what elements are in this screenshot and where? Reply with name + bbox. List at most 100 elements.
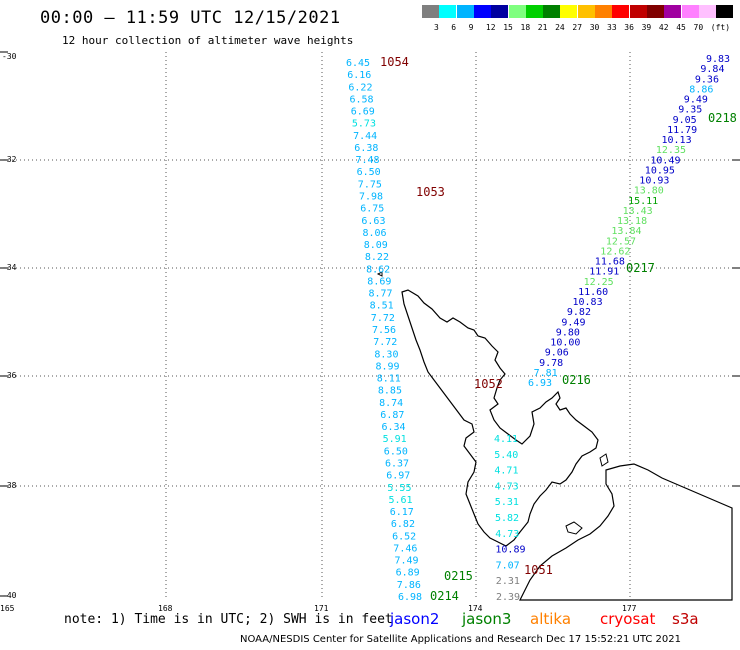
scale-swatch — [595, 5, 612, 18]
note-text: note: 1) Time is in UTC; 2) SWH is in fe… — [64, 612, 393, 627]
lat-label: -30 — [2, 52, 17, 61]
track-value: 5.40 — [494, 450, 518, 461]
scale-swatch — [525, 5, 543, 18]
track-value: 6.58 — [350, 94, 374, 105]
track-value: 12.62 — [600, 246, 630, 257]
pass-label: 1053 — [416, 185, 445, 199]
track-value: 8.77 — [369, 289, 393, 300]
track-value: 10.00 — [550, 338, 580, 349]
coastline — [401, 289, 599, 547]
scale-label: 24 — [555, 23, 565, 32]
track-value: 9.80 — [556, 327, 580, 338]
track-value: 15.11 — [628, 196, 658, 207]
track-value: 10.89 — [495, 545, 525, 556]
lat-grid — [8, 159, 732, 487]
scale-swatch — [646, 5, 664, 18]
legend-cryosat: cryosat — [600, 610, 656, 628]
pass-label: 1054 — [380, 55, 409, 69]
track-value: 11.60 — [578, 287, 608, 298]
track-value: 6.37 — [385, 459, 409, 470]
track-value: 8.62 — [366, 264, 390, 275]
track-value: 2.39 — [496, 592, 520, 603]
track-value: 7.46 — [393, 544, 417, 555]
scale-label: 70 — [693, 23, 704, 32]
track-value: 9.83 — [706, 54, 730, 65]
track-value: 7.07 — [496, 560, 520, 571]
scale-swatch — [491, 5, 509, 18]
legend-jason2: jason2 — [390, 610, 440, 628]
track-value: 7.81 — [534, 368, 558, 379]
scale-label: 36 — [624, 23, 634, 32]
scale-label: 6 — [451, 23, 457, 32]
scale-swatch — [716, 5, 734, 18]
scale-label: 33 — [607, 23, 617, 32]
scale-swatch — [508, 5, 526, 18]
page-title: 00:00 – 11:59 UTC 12/15/2021 — [40, 8, 341, 28]
track-value: 8.85 — [378, 386, 402, 397]
lon-label: 174 — [468, 604, 483, 613]
scale-swatch — [664, 5, 682, 18]
track-value: 10.49 — [650, 155, 680, 166]
footer-credit: NOAA/NESDIS Center for Satellite Applica… — [240, 634, 682, 645]
lon-label: 177 — [622, 604, 637, 613]
track-value: 10.93 — [639, 176, 669, 187]
lat-label: -38 — [2, 481, 17, 490]
track-value: 6.34 — [382, 422, 406, 433]
track-value: 5.55 — [387, 483, 411, 494]
track-value: 6.63 — [361, 216, 385, 227]
track-value: 13.43 — [623, 206, 653, 217]
track-value: 5.73 — [352, 119, 376, 130]
track-west: 6.456.166.226.586.695.737.446.387.486.50… — [346, 58, 422, 603]
track-value: 6.87 — [380, 410, 404, 421]
track-value: 6.93 — [528, 378, 552, 389]
scale-label: 3 — [434, 23, 439, 32]
pass-label: 0215 — [444, 569, 473, 583]
lat-label: -32 — [2, 155, 17, 164]
track-value: 8.86 — [689, 84, 713, 95]
scale-swatch — [612, 5, 630, 18]
track-mid: 4.11 5.40 4.71 4.73 5.31 5.82 4.73 10.89 7.07 2.3… — [494, 434, 526, 603]
track-value: 8.99 — [376, 361, 400, 372]
scale-label: 15 — [503, 23, 513, 32]
scale-label: 30 — [589, 23, 600, 32]
track-value: 4.73 — [495, 529, 519, 540]
track-value: 6.45 — [346, 58, 370, 69]
track-value: 8.74 — [379, 398, 403, 409]
scale-swatch — [560, 5, 578, 18]
track-value: 9.49 — [561, 317, 585, 328]
island — [565, 521, 583, 535]
track-value: 4.71 — [494, 466, 518, 477]
scale-label: 39 — [641, 23, 652, 32]
track-value: 11.68 — [595, 257, 625, 268]
track-value: 9.06 — [545, 348, 569, 359]
track-value: 6.50 — [357, 167, 381, 178]
track-value: 8.09 — [364, 240, 388, 251]
track-east: 9.839.849.368.869.499.359.0511.7910.1312… — [528, 54, 730, 389]
track-value: 8.06 — [363, 228, 387, 239]
scale-swatch — [422, 5, 439, 18]
pass-label: 0216 — [562, 373, 591, 387]
track-value: 7.56 — [372, 325, 396, 336]
track-value: 5.91 — [383, 434, 407, 445]
track-value: 13.18 — [617, 216, 647, 227]
track-value: 6.82 — [391, 519, 415, 530]
track-value: 7.48 — [356, 155, 380, 166]
scale-label: (ft) — [710, 23, 731, 32]
track-value: 9.49 — [684, 95, 708, 106]
track-value: 4.11 — [494, 434, 518, 445]
lon-label: 171 — [314, 604, 329, 613]
pass-labels: 1054 1053 1052 1051 0218 0217 0216 0215 0214 — [380, 55, 737, 603]
lon-label: 165 — [0, 604, 15, 613]
track-value: 6.69 — [351, 107, 375, 118]
track-value: 12.25 — [584, 277, 614, 288]
scale-swatch — [439, 5, 457, 18]
scale-label: 42 — [658, 23, 669, 32]
lat-label: -40 — [2, 591, 17, 600]
pass-label: 1052 — [474, 377, 503, 391]
track-value: 6.50 — [384, 446, 408, 457]
track-value: 8.69 — [367, 277, 391, 288]
scale-label: 9 — [468, 23, 474, 32]
island — [599, 453, 609, 467]
scale-swatch — [577, 5, 595, 18]
